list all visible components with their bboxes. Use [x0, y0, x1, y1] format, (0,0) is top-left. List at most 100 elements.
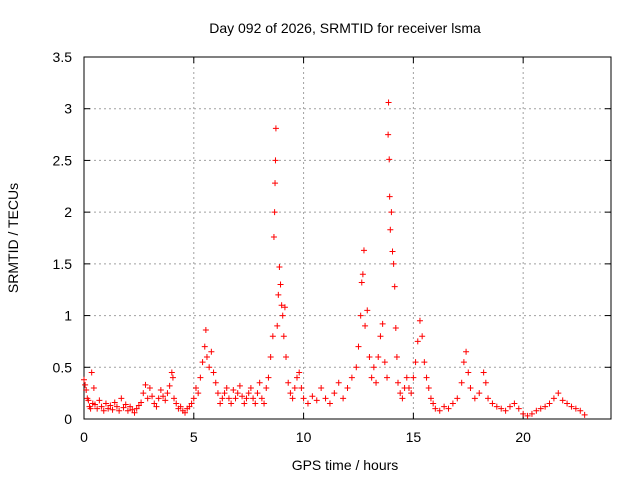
axis-ticks: [83, 56, 611, 420]
data-point: [171, 395, 178, 402]
data-point: [190, 395, 197, 402]
data-point: [267, 353, 274, 360]
data-point: [166, 382, 173, 389]
data-point: [96, 397, 103, 404]
data-point: [348, 374, 355, 381]
data-point: [223, 384, 230, 391]
data-point: [467, 384, 474, 391]
data-point: [127, 403, 134, 410]
data-point: [340, 395, 347, 402]
data-point: [162, 397, 169, 404]
data-point: [177, 403, 184, 410]
data-point: [221, 390, 228, 397]
data-point: [230, 387, 237, 394]
y-axis-title: SRMTID / TECUs: [5, 183, 21, 293]
data-point: [559, 397, 566, 404]
data-point: [298, 384, 305, 391]
data-point: [362, 322, 369, 329]
data-point: [129, 406, 136, 413]
data-point: [520, 410, 527, 417]
data-point: [212, 379, 219, 386]
data-point: [283, 353, 290, 360]
data-point: [236, 382, 243, 389]
data-point: [436, 407, 443, 414]
data-point: [107, 402, 114, 409]
data-point: [564, 400, 571, 407]
data-point: [122, 401, 129, 408]
data-point: [379, 320, 386, 327]
data-point: [410, 374, 417, 381]
x-tick-label: 10: [296, 429, 312, 445]
data-point: [217, 400, 224, 407]
data-point: [276, 263, 283, 270]
y-tick-label: 1: [64, 308, 72, 324]
data-point: [391, 283, 398, 290]
data-point: [285, 379, 292, 386]
data-point: [146, 384, 153, 391]
data-point: [214, 390, 221, 397]
data-point: [289, 395, 296, 402]
data-point: [81, 376, 87, 383]
data-point: [124, 407, 131, 414]
x-axis-title: GPS time / hours: [292, 457, 399, 473]
data-point: [272, 125, 279, 132]
data-point: [278, 302, 285, 309]
data-point: [208, 348, 215, 355]
data-point: [173, 400, 180, 407]
y-tick-label: 2: [64, 204, 72, 220]
data-point: [111, 399, 118, 406]
x-tick-label: 15: [406, 429, 422, 445]
data-point: [271, 209, 278, 216]
data-point: [326, 400, 333, 407]
y-tick-label: 3: [64, 101, 72, 117]
data-point: [403, 374, 410, 381]
data-point: [188, 400, 195, 407]
data-point: [546, 400, 553, 407]
data-point: [373, 379, 380, 386]
data-point: [203, 353, 210, 360]
data-point: [449, 400, 456, 407]
data-point: [480, 369, 487, 376]
data-point: [353, 364, 360, 371]
data-point: [430, 400, 437, 407]
data-point: [199, 359, 206, 366]
y-tick-label: 1.5: [53, 256, 73, 272]
data-point: [256, 379, 263, 386]
data-point: [581, 411, 588, 418]
data-point: [460, 359, 467, 366]
data-point: [524, 412, 531, 419]
data-point: [358, 279, 365, 286]
data-point: [366, 353, 373, 360]
data-point: [489, 400, 496, 407]
data-point: [296, 369, 303, 376]
data-point: [502, 407, 509, 414]
data-point: [427, 395, 434, 402]
data-point: [135, 402, 142, 409]
data-point: [195, 390, 202, 397]
data-point: [399, 395, 406, 402]
data-point: [357, 312, 364, 319]
data-point: [331, 390, 338, 397]
grid-lines: [84, 57, 611, 419]
data-point: [458, 379, 465, 386]
data-point: [201, 343, 208, 350]
data-point: [397, 390, 404, 397]
data-point: [392, 324, 399, 331]
tick-labels: 0 5 10 15 20 0 0.5 1 1.5 2 2.5 3 3.5: [53, 49, 532, 445]
data-point: [116, 407, 123, 414]
data-point: [94, 405, 101, 412]
data-point: [309, 393, 316, 400]
data-point: [304, 400, 311, 407]
data-point: [498, 405, 505, 412]
data-point: [528, 410, 535, 417]
data-point: [250, 395, 257, 402]
data-point: [572, 405, 579, 412]
data-point: [98, 403, 105, 410]
data-point: [542, 403, 549, 410]
data-point: [555, 390, 562, 397]
x-tick-label: 5: [190, 429, 198, 445]
data-point: [87, 405, 94, 412]
data-point: [300, 395, 307, 402]
data-point: [388, 209, 395, 216]
